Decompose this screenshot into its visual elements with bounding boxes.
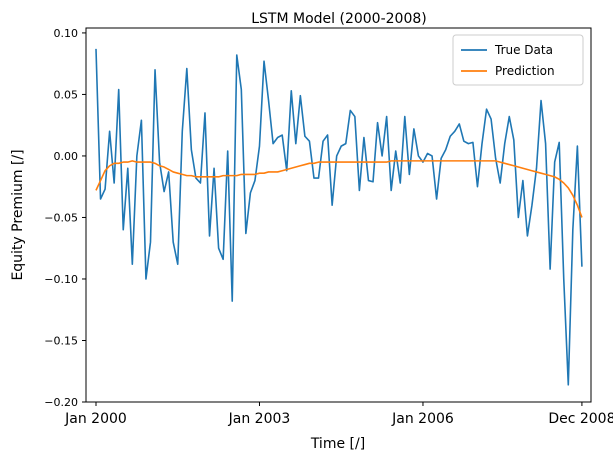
y-axis: 0.10 0.05 0.00 −0.05 −0.10 −0.15 −0.20 [44, 27, 86, 409]
y-axis-label: Equity Premium [/] [10, 149, 26, 280]
x-tick-label: Dec 2008 [548, 411, 613, 427]
y-tick-label: 0.05 [54, 88, 79, 101]
legend-entry-label: True Data [494, 43, 553, 57]
series-line-true-data [95, 48, 583, 386]
y-tick-label: 0.00 [54, 150, 79, 163]
series-layer [95, 48, 583, 386]
x-tick-label: Jan 2006 [391, 411, 454, 427]
x-tick-label: Jan 2003 [228, 411, 291, 427]
y-tick-label: −0.20 [44, 396, 78, 409]
x-axis: Jan 2000 Jan 2003 Jan 2006 Dec 2008 [64, 402, 613, 427]
x-tick-label: Jan 2000 [64, 411, 127, 427]
y-tick-label: −0.05 [44, 211, 78, 224]
legend-box [452, 34, 584, 86]
chart-title: LSTM Model (2000-2008) [251, 11, 427, 27]
legend: True Data Prediction [452, 34, 584, 86]
y-tick-label: −0.10 [44, 273, 78, 286]
y-tick-label: 0.10 [54, 27, 79, 40]
plot-area-frame [85, 27, 592, 403]
series-line-prediction [95, 160, 583, 218]
y-tick-label: −0.15 [44, 334, 78, 347]
legend-entry-label: Prediction [495, 64, 555, 78]
x-axis-label: Time [/] [310, 436, 365, 452]
